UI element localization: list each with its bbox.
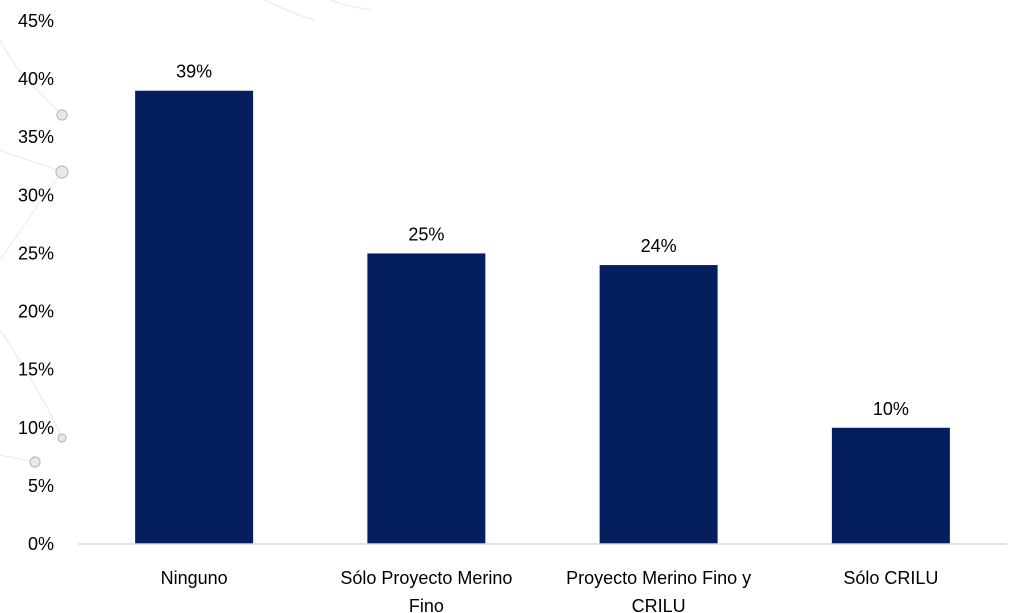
data-label: 25% xyxy=(408,224,444,244)
y-tick-label: 10% xyxy=(18,418,54,438)
x-tick-label: Sólo Proyecto Merino xyxy=(340,568,512,588)
decorative-node xyxy=(57,433,67,443)
data-label: 39% xyxy=(176,62,212,82)
y-tick-label: 40% xyxy=(18,69,54,89)
data-label: 10% xyxy=(873,399,909,419)
y-tick-label: 5% xyxy=(28,476,54,496)
y-tick-label: 15% xyxy=(18,360,54,380)
x-tick-label: Proyecto Merino Fino y xyxy=(566,568,751,588)
y-tick-label: 45% xyxy=(18,11,54,31)
bar xyxy=(367,253,486,544)
y-tick-label: 20% xyxy=(18,302,54,322)
decorative-node xyxy=(55,165,69,179)
x-tick-label: Sólo CRILU xyxy=(843,568,938,588)
y-tick-label: 30% xyxy=(18,185,54,205)
x-axis: Ninguno Sólo Proyecto Merino Fino Proyecto … xyxy=(161,568,939,613)
bar xyxy=(599,265,718,544)
data-label: 24% xyxy=(641,236,677,256)
x-tick-label: Ninguno xyxy=(161,568,228,588)
background-decoration xyxy=(0,0,373,468)
y-axis: 0% 5% 10% 15% 20% 25% 30% 35% 40% 45% xyxy=(18,11,54,554)
y-tick-label: 25% xyxy=(18,243,54,263)
y-tick-label: 0% xyxy=(28,534,54,554)
bar xyxy=(831,427,950,544)
bar xyxy=(135,90,254,544)
y-tick-label: 35% xyxy=(18,127,54,147)
x-tick-label: Fino xyxy=(409,596,444,613)
decorative-node xyxy=(56,109,68,121)
data-labels: 39% 25% 24% 10% xyxy=(176,62,909,419)
x-tick-label: CRILU xyxy=(632,596,686,613)
bars xyxy=(135,90,950,544)
decorative-node xyxy=(29,456,41,468)
